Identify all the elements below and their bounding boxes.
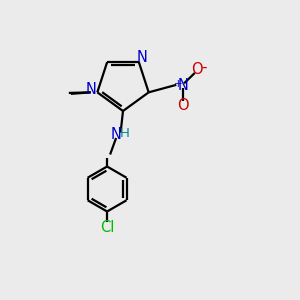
Text: O: O: [191, 62, 203, 77]
Text: N: N: [136, 50, 147, 65]
Text: N: N: [111, 127, 122, 142]
Text: N: N: [177, 78, 188, 93]
Text: H: H: [120, 127, 130, 140]
Text: -: -: [201, 59, 207, 74]
Text: Cl: Cl: [100, 220, 114, 235]
Text: N: N: [86, 82, 97, 97]
Text: O: O: [177, 98, 188, 113]
Text: +: +: [174, 79, 183, 89]
